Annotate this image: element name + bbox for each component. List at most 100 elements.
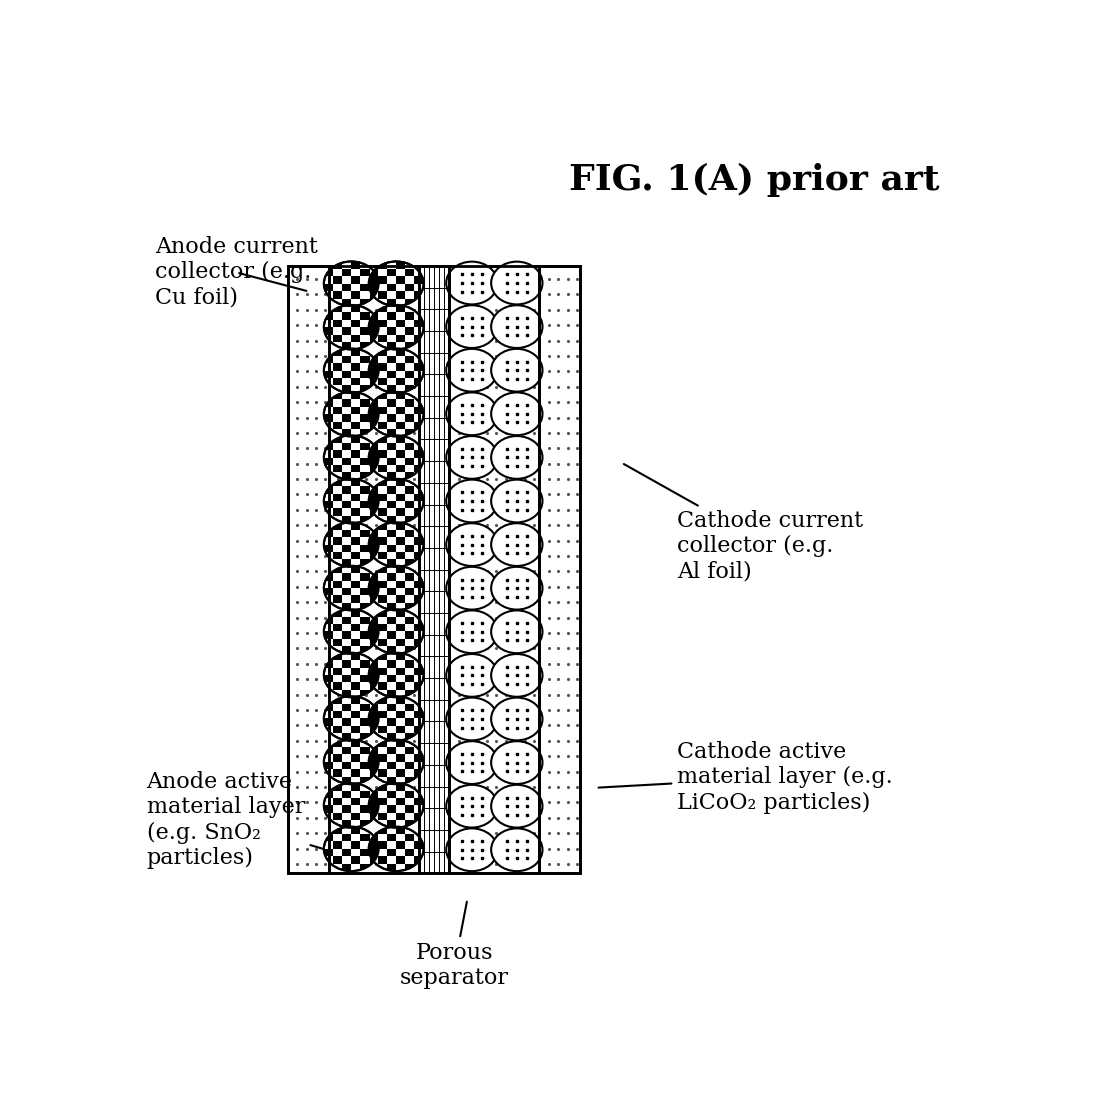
Bar (323, 675, 333, 682)
Bar (378, 754, 388, 762)
Bar (369, 791, 378, 798)
Bar (323, 283, 333, 291)
Bar (342, 544, 351, 552)
Bar (323, 834, 333, 841)
Bar (378, 841, 388, 849)
Bar (323, 762, 333, 769)
Bar (333, 595, 342, 603)
Bar (369, 501, 378, 509)
Bar (342, 791, 351, 798)
Bar (396, 798, 405, 805)
Bar (369, 660, 378, 668)
Bar (539, 266, 581, 873)
Bar (333, 334, 342, 342)
Bar (360, 386, 370, 393)
Bar (333, 841, 342, 849)
Bar (396, 624, 405, 631)
Bar (342, 617, 351, 624)
Bar (342, 414, 351, 421)
Bar (396, 320, 405, 327)
Bar (360, 733, 370, 741)
Bar (405, 588, 414, 595)
Bar (388, 299, 396, 306)
Bar (396, 304, 405, 312)
Ellipse shape (369, 479, 424, 523)
Bar (405, 660, 414, 668)
Bar (388, 603, 396, 610)
Bar (370, 857, 379, 863)
Bar (396, 740, 405, 747)
Bar (396, 581, 405, 588)
Bar (369, 443, 378, 450)
Bar (405, 283, 414, 291)
Bar (351, 493, 360, 501)
Bar (351, 509, 360, 516)
Bar (396, 392, 405, 399)
Bar (369, 573, 378, 581)
Bar (414, 509, 424, 516)
Bar (414, 624, 424, 631)
Ellipse shape (369, 740, 424, 784)
Ellipse shape (491, 741, 542, 784)
Bar (351, 522, 360, 530)
Bar (333, 450, 342, 458)
Bar (333, 682, 342, 690)
Text: Cathode current
collector (e.g.
Al foil): Cathode current collector (e.g. Al foil) (624, 464, 863, 582)
Bar (388, 501, 396, 509)
Bar (360, 544, 370, 552)
Bar (388, 516, 396, 523)
Bar (414, 798, 424, 805)
Bar (405, 299, 414, 306)
Bar (378, 407, 388, 414)
Bar (342, 487, 351, 493)
Bar (396, 522, 405, 530)
Bar (333, 320, 342, 327)
Bar (360, 356, 370, 363)
Bar (360, 516, 370, 523)
Bar (360, 588, 370, 595)
Bar (449, 266, 539, 873)
Bar (378, 450, 388, 458)
Bar (388, 631, 396, 639)
Bar (351, 320, 360, 327)
Bar (396, 697, 405, 703)
Bar (414, 378, 424, 386)
Bar (378, 609, 388, 617)
Bar (396, 407, 405, 414)
Bar (342, 371, 351, 378)
Bar (405, 733, 414, 741)
Bar (351, 841, 360, 849)
Bar (323, 588, 333, 595)
Bar (342, 530, 351, 537)
Bar (396, 711, 405, 719)
Bar (369, 371, 378, 378)
Bar (342, 356, 351, 363)
Bar (329, 266, 418, 873)
Bar (396, 537, 405, 544)
Bar (351, 392, 360, 399)
Bar (414, 493, 424, 501)
Bar (333, 421, 342, 429)
Bar (360, 501, 370, 509)
Bar (388, 559, 396, 567)
Bar (351, 291, 360, 299)
Ellipse shape (446, 480, 498, 522)
Bar (351, 565, 360, 573)
Bar (342, 834, 351, 841)
Bar (360, 703, 370, 711)
Bar (388, 777, 396, 784)
Bar (388, 399, 396, 407)
Bar (360, 805, 370, 813)
Bar (351, 813, 360, 820)
Bar (342, 762, 351, 769)
Bar (323, 617, 333, 624)
Bar (351, 754, 360, 762)
Bar (351, 857, 360, 863)
Bar (323, 399, 333, 407)
Bar (378, 509, 388, 516)
Bar (396, 552, 405, 559)
Bar (351, 378, 360, 386)
Bar (405, 617, 414, 624)
Bar (378, 537, 388, 544)
Bar (388, 647, 396, 653)
